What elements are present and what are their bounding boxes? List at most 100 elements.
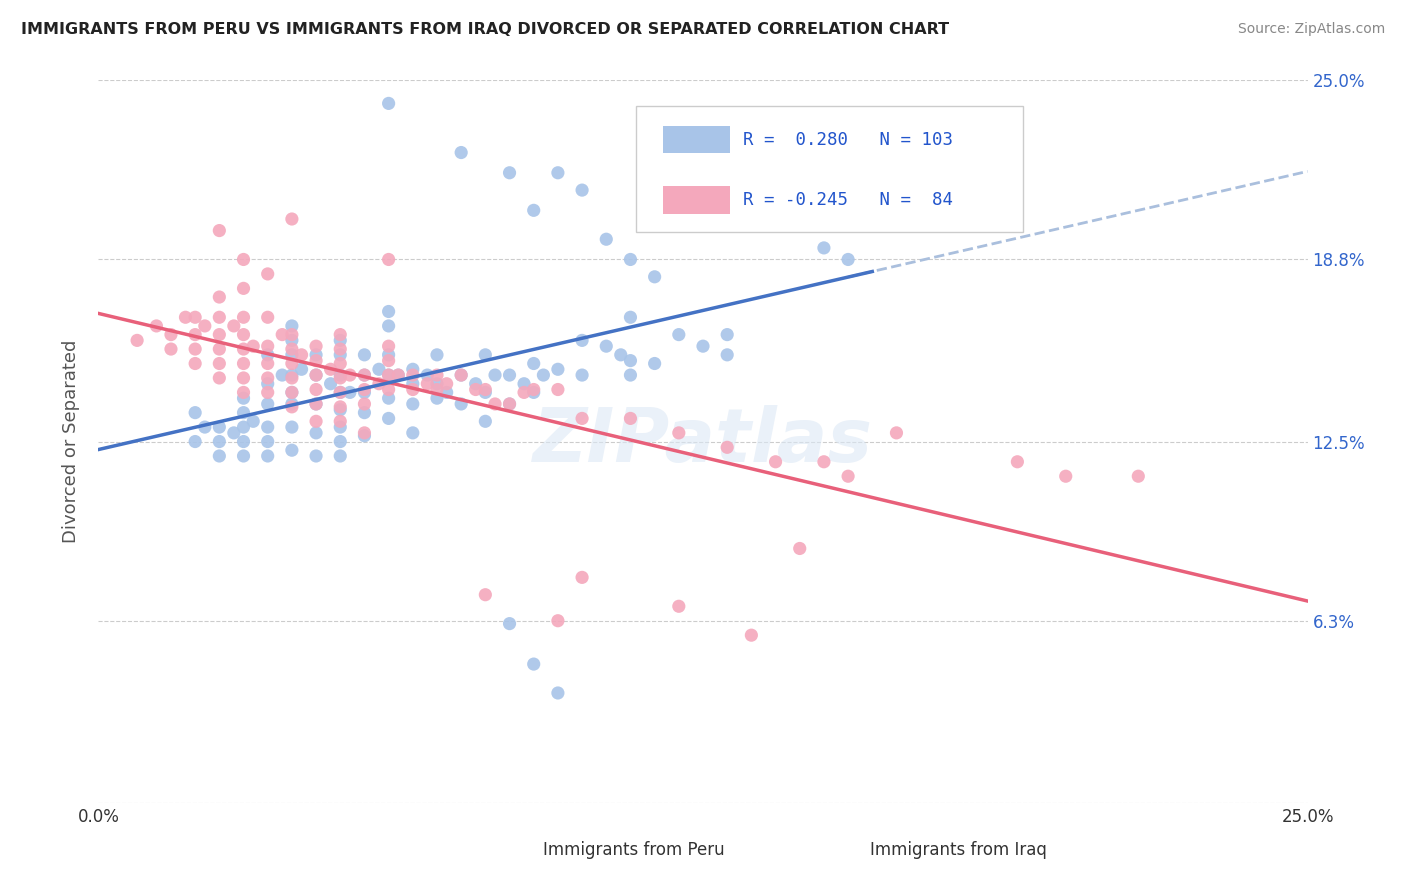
Point <box>837 252 859 267</box>
Text: R =  0.280   N = 103: R = 0.280 N = 103 <box>742 130 953 149</box>
Point <box>377 411 399 425</box>
Point <box>513 376 536 391</box>
Point <box>498 616 520 631</box>
Point <box>256 267 278 281</box>
Point <box>610 348 633 362</box>
Point <box>813 455 835 469</box>
Text: Immigrants from Iraq: Immigrants from Iraq <box>870 841 1046 859</box>
Point <box>837 469 859 483</box>
Point <box>256 339 278 353</box>
Point <box>464 376 486 391</box>
Point <box>353 348 375 362</box>
Point <box>329 368 352 382</box>
Point <box>184 310 207 325</box>
FancyBboxPatch shape <box>664 186 730 214</box>
Point <box>436 385 458 400</box>
Point <box>256 397 278 411</box>
FancyBboxPatch shape <box>664 126 730 153</box>
Point <box>232 327 254 342</box>
Point <box>232 385 254 400</box>
Point <box>232 310 254 325</box>
Point <box>426 368 449 382</box>
Y-axis label: Divorced or Separated: Divorced or Separated <box>62 340 80 543</box>
Point <box>208 434 231 449</box>
Point <box>595 339 617 353</box>
Point <box>377 368 399 382</box>
Text: Source: ZipAtlas.com: Source: ZipAtlas.com <box>1237 22 1385 37</box>
Point <box>329 371 352 385</box>
Point <box>716 327 738 342</box>
Text: IMMIGRANTS FROM PERU VS IMMIGRANTS FROM IRAQ DIVORCED OR SEPARATED CORRELATION C: IMMIGRANTS FROM PERU VS IMMIGRANTS FROM … <box>21 22 949 37</box>
Point <box>222 318 245 333</box>
Point <box>377 391 399 405</box>
Point <box>886 425 908 440</box>
Point <box>644 357 666 371</box>
Point <box>368 376 391 391</box>
Point <box>426 376 449 391</box>
Point <box>281 385 304 400</box>
Point <box>595 232 617 246</box>
Point <box>194 420 217 434</box>
Point <box>242 339 264 353</box>
Point <box>377 252 399 267</box>
Point <box>184 342 207 356</box>
Point <box>377 304 399 318</box>
Point <box>377 96 399 111</box>
Text: R = -0.245   N =  84: R = -0.245 N = 84 <box>742 191 953 210</box>
Point <box>450 368 472 382</box>
Point <box>281 212 304 227</box>
Point <box>281 385 304 400</box>
Point <box>523 657 546 671</box>
Point <box>474 588 496 602</box>
Point <box>305 383 328 397</box>
Point <box>160 327 183 342</box>
Point <box>402 362 425 376</box>
Point <box>305 449 328 463</box>
Point <box>353 385 375 400</box>
Point <box>547 362 569 376</box>
Point <box>329 434 352 449</box>
Point <box>305 414 328 428</box>
Point <box>208 449 231 463</box>
Point <box>256 449 278 463</box>
Point <box>523 383 546 397</box>
Point <box>571 411 593 425</box>
Point <box>305 368 328 382</box>
Point <box>377 348 399 362</box>
Point <box>426 391 449 405</box>
Point <box>271 368 294 382</box>
Point <box>464 383 486 397</box>
Point <box>474 383 496 397</box>
Point <box>668 425 690 440</box>
Point <box>290 362 312 376</box>
Point <box>305 397 328 411</box>
Point <box>305 339 328 353</box>
Point <box>402 397 425 411</box>
Point <box>523 203 546 218</box>
Point <box>547 614 569 628</box>
Point <box>329 414 352 428</box>
Point <box>281 327 304 342</box>
Point <box>571 183 593 197</box>
Point <box>619 252 641 267</box>
Point <box>353 368 375 382</box>
Point <box>232 391 254 405</box>
Point <box>426 383 449 397</box>
Point <box>402 425 425 440</box>
Point <box>281 420 304 434</box>
Point <box>174 310 197 325</box>
Point <box>329 357 352 371</box>
Point <box>329 449 352 463</box>
Point <box>531 368 554 382</box>
Point <box>232 434 254 449</box>
Point <box>329 402 352 417</box>
Point <box>789 541 811 556</box>
Point <box>498 368 520 382</box>
Point <box>256 310 278 325</box>
Point <box>329 385 352 400</box>
Point <box>619 310 641 325</box>
Point <box>1054 469 1077 483</box>
Point <box>668 327 690 342</box>
Point <box>281 443 304 458</box>
Point <box>160 342 183 356</box>
